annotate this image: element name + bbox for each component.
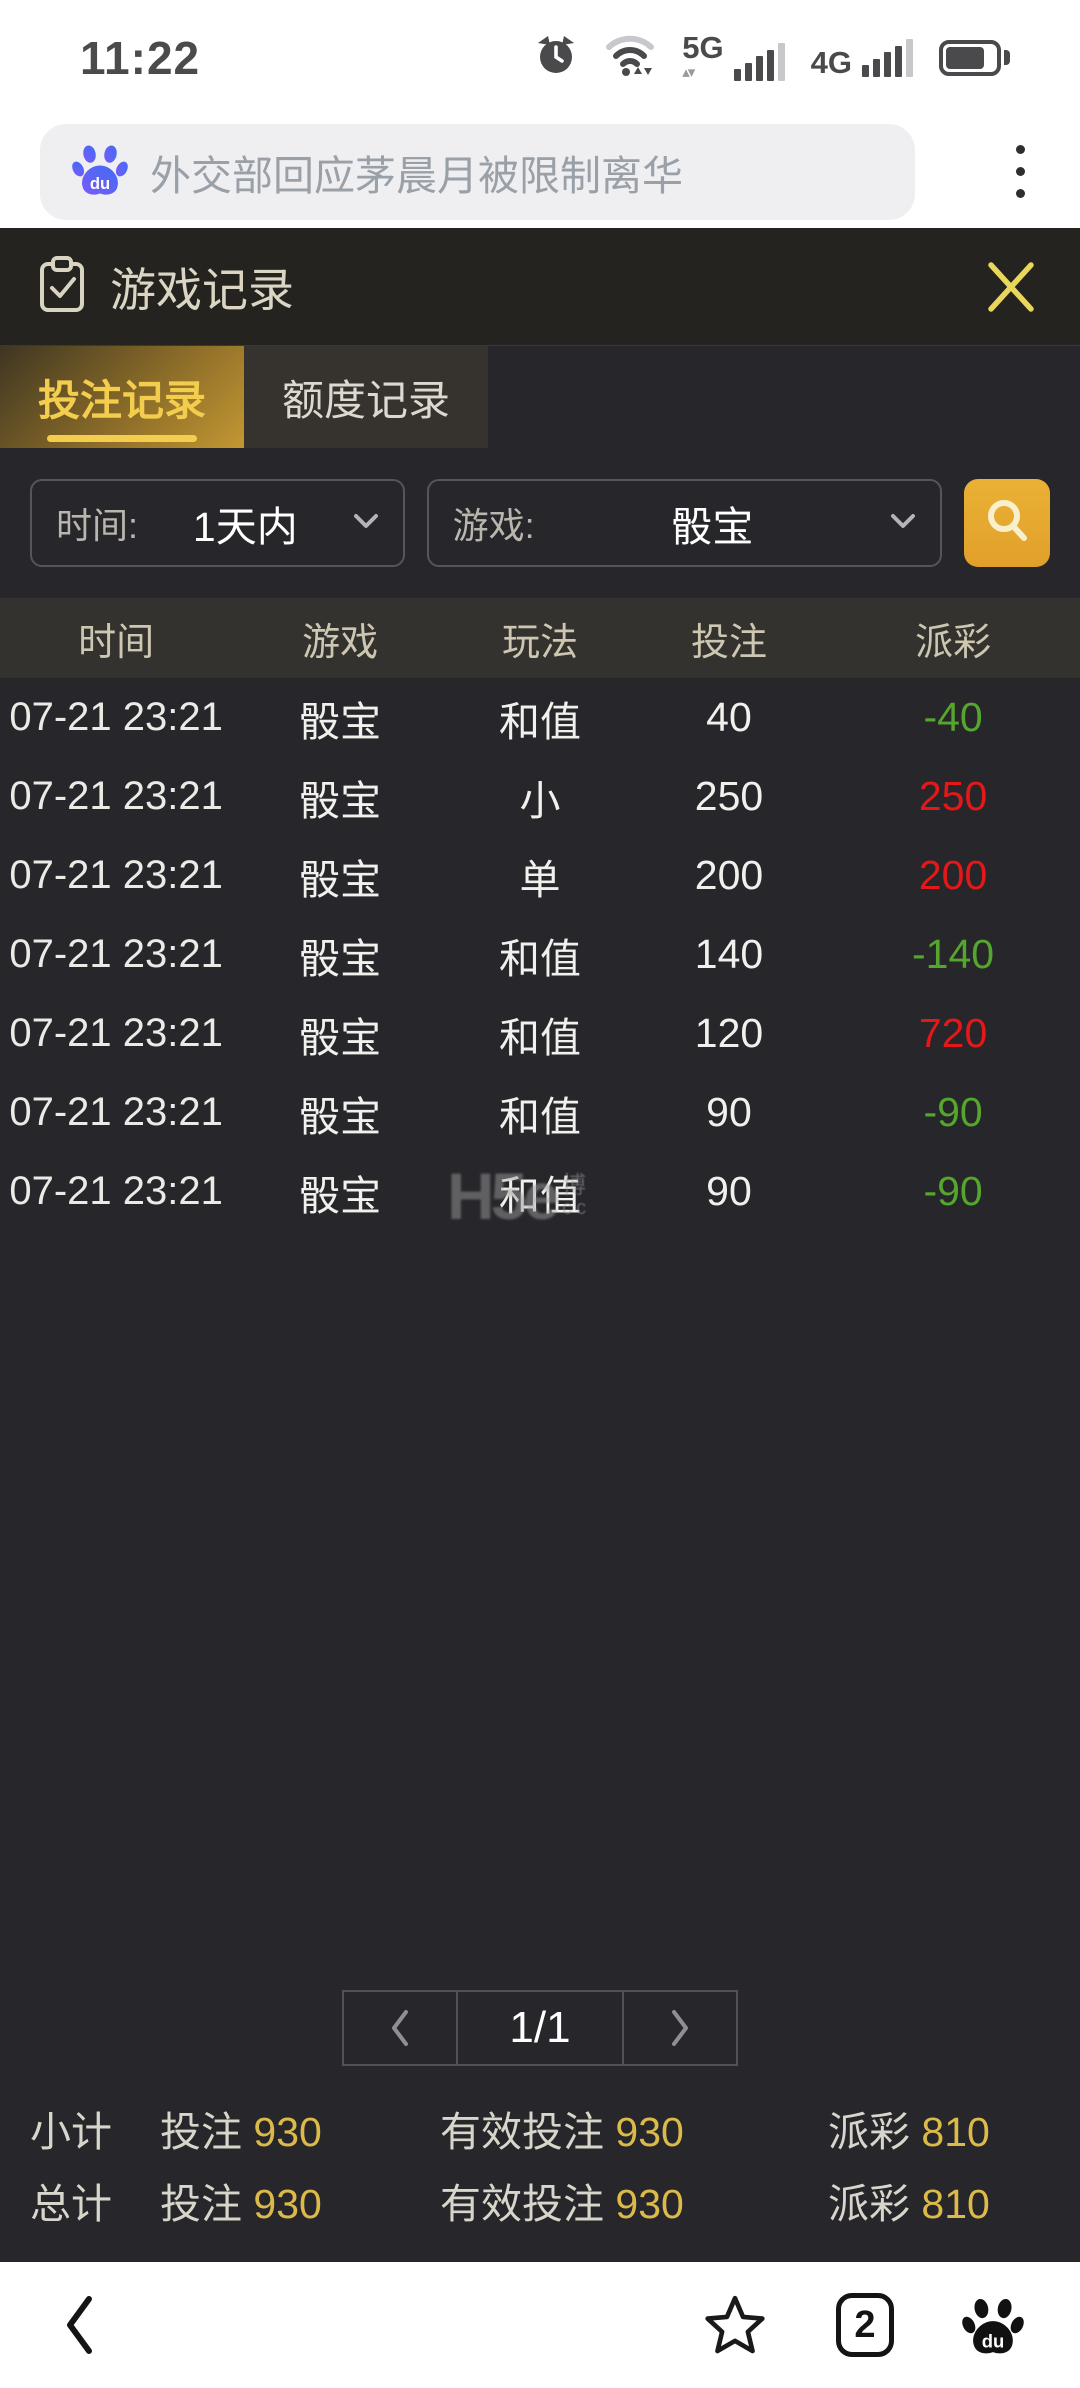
table-row: 07-21 23:21 骰宝 和值 120 720 <box>9 1010 988 1061</box>
browser-bottom-nav: 2 du <box>0 2262 1080 2388</box>
tab-bet-records[interactable]: 投注记录 <box>0 346 245 448</box>
baidu-logo-icon: du <box>72 141 128 202</box>
modal-title: 游戏记录 <box>110 263 294 316</box>
data-arrows: ▴▾ <box>682 64 695 81</box>
pagination: 1/1 <box>0 1990 1080 2066</box>
chevron-down-icon <box>353 513 379 534</box>
alarm-icon <box>534 33 578 82</box>
modal-header: 游戏记录 <box>0 228 1080 346</box>
table-row: 07-21 23:21 骰宝 和值 40 -40 <box>9 694 983 745</box>
close-icon[interactable] <box>976 252 1046 322</box>
clipboard-icon <box>34 254 90 319</box>
clock-time: 11:22 <box>80 31 201 84</box>
totals-section: 小计 投注 930 有效投注 930 派彩 810 总计 投注 930 有效投注… <box>0 2086 1080 2262</box>
game-records-modal: 游戏记录 投注记录 额度记录 时间: 1天内 <box>0 228 1080 2262</box>
status-bar: 11:22 <box>0 0 1080 115</box>
filter-row: 时间: 1天内 游戏: 骰宝 <box>0 448 1080 598</box>
search-button[interactable] <box>964 479 1050 567</box>
battery-icon <box>939 39 1010 76</box>
browser-search-row: du 外交部回应茅晨月被限制离华 <box>0 115 1080 228</box>
page-indicator: 1/1 <box>456 1990 624 2066</box>
signal-4g-icon: 4G <box>811 38 913 78</box>
time-filter-select[interactable]: 时间: 1天内 <box>30 479 405 567</box>
browser-menu-button[interactable] <box>1000 145 1040 198</box>
game-filter-select[interactable]: 游戏: 骰宝 <box>426 479 943 567</box>
signal-5g-icon: 5G ▴▾ <box>682 32 785 81</box>
record-tabs: 投注记录 额度记录 <box>0 346 1080 448</box>
svg-text:du: du <box>982 2330 1004 2351</box>
next-page-button[interactable] <box>622 1990 738 2066</box>
table-row: 07-21 23:21 骰宝 和值 140 -140 <box>9 931 995 982</box>
search-query-text: 外交部回应茅晨月被限制离华 <box>150 152 683 199</box>
magnifier-icon <box>981 495 1033 552</box>
wifi-icon <box>604 32 656 83</box>
grand-total-row: 总计 投注 930 有效投注 930 派彩 810 <box>30 2181 990 2227</box>
chevron-down-icon <box>890 513 916 534</box>
search-input[interactable]: du 外交部回应茅晨月被限制离华 <box>40 123 915 220</box>
bookmark-star-icon[interactable] <box>702 2293 768 2357</box>
tab-quota-records[interactable]: 额度记录 <box>244 346 489 448</box>
table-row: 07-21 23:21 骰宝小 250 250 <box>9 773 988 824</box>
table-row: 07-21 23:21 骰宝 和值 90 -90 <box>9 1089 983 1140</box>
subtotal-row: 小计 投注 930 有效投注 930 派彩 810 <box>30 2109 990 2155</box>
active-tab-underline <box>47 435 197 442</box>
status-icons: 5G ▴▾ 4G <box>534 32 1010 83</box>
back-button[interactable] <box>62 2294 96 2356</box>
prev-page-button[interactable] <box>342 1990 458 2066</box>
baidu-paw-icon[interactable]: du <box>962 2294 1024 2356</box>
tab-count-button[interactable]: 2 <box>836 2293 894 2357</box>
svg-text:du: du <box>90 174 110 193</box>
table-header: 时间 游戏 玩法 投注 派彩 <box>0 598 1080 678</box>
table-row: 07-21 23:21 骰宝单 200 200 <box>9 852 988 903</box>
table-row: 07-21 23:21 骰宝 和值 90 -90 <box>9 1168 983 1219</box>
table-body: 07-21 23:21 骰宝 和值 40 -40 07-21 23:21 骰宝小 250 25… <box>0 678 1080 1233</box>
